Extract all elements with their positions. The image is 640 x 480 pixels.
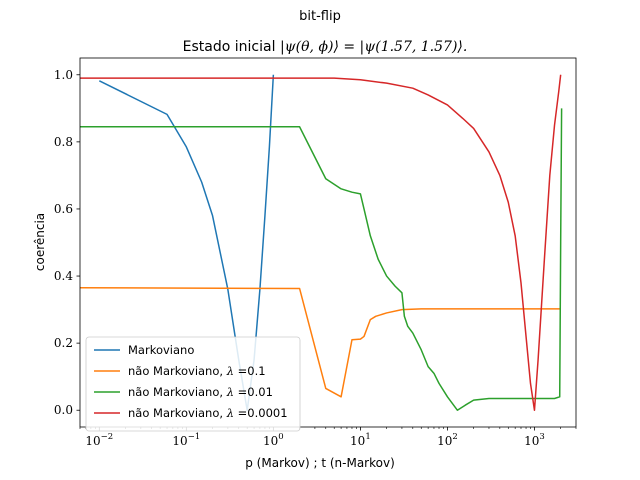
y-tick-label-0: 0.0 [54, 403, 73, 417]
legend-label-1: Markoviano [128, 343, 194, 357]
y-tick-label-4: 0.8 [54, 135, 73, 149]
plot-frame [79, 57, 577, 428]
y-tick-label-1: 0.2 [54, 336, 73, 350]
chart-suptitle: bit-flip [299, 9, 341, 24]
legend-box [85, 336, 301, 432]
chart-title: Estado inicial |ψ(θ, ϕ)⟩ = |ψ(1.57, 1.57… [183, 39, 468, 55]
series-line-4 [80, 74, 562, 411]
chart-title-math: |ψ(θ, ϕ)⟩ = |ψ(1.57, 1.57)⟩. [280, 39, 467, 55]
axes: 0.0 0.2 0.4 0.6 0.8 1.0 10−2 10−1 100 101 102 103 [54, 57, 577, 448]
legend-label-3: não Markoviano, λ =0.01 [128, 385, 273, 399]
legend: Markoviano não Markoviano, λ =0.1 não Mark… [85, 336, 301, 432]
y-tick-label-2: 0.4 [54, 269, 73, 283]
series-line-2 [80, 287, 561, 398]
legend-label-4: não Markoviano, λ =0.0001 [128, 406, 288, 420]
x-axis-label: p (Markov) ; t (n-Markov) [245, 456, 395, 470]
chart-title-prefix: Estado inicial [183, 39, 280, 55]
series-line-3 [80, 108, 563, 411]
x-tick-label-2: 100 [263, 432, 284, 448]
y-tick-label-5: 1.0 [54, 68, 73, 82]
y-axis-label: coerência [33, 213, 47, 271]
y-tick-label-3: 0.6 [54, 202, 73, 216]
x-tick-label-4: 102 [437, 432, 458, 448]
x-tick-label-3: 101 [350, 432, 371, 448]
x-tick-label-1: 10−1 [172, 432, 200, 448]
x-tick-label-5: 103 [524, 432, 545, 448]
x-tick-label-0: 10−2 [85, 432, 113, 448]
legend-label-2: não Markoviano, λ =0.1 [128, 364, 266, 378]
